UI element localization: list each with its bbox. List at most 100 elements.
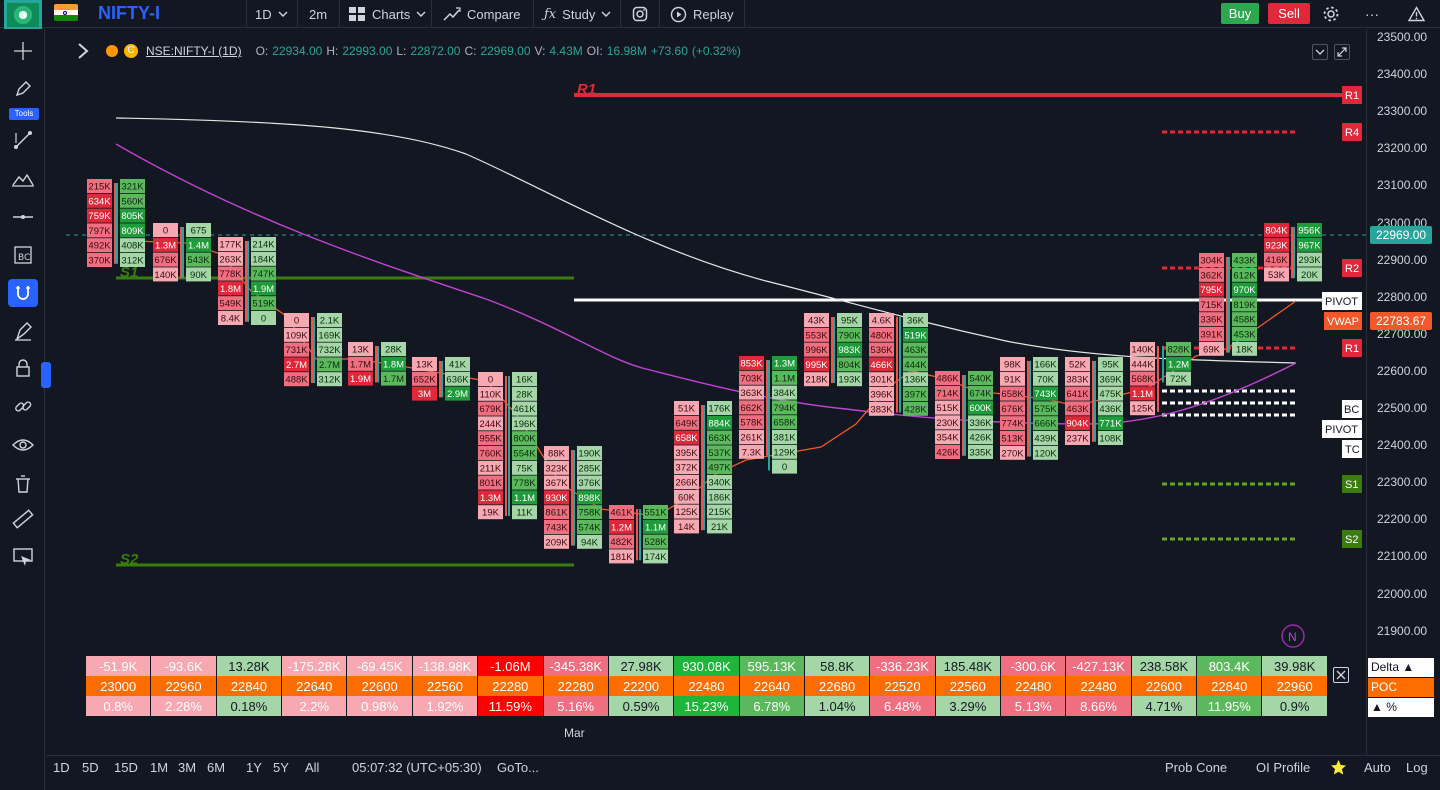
- link-tool[interactable]: [8, 393, 38, 421]
- replay-button[interactable]: Replay: [670, 0, 733, 28]
- footprint-cell-value: 795K: [1200, 285, 1223, 296]
- footprint-cell-value: 95K: [1102, 360, 1120, 371]
- lock-tool[interactable]: [8, 354, 38, 382]
- range-1d[interactable]: 1D: [53, 760, 70, 775]
- star-icon[interactable]: [1330, 759, 1347, 776]
- visibility-tool[interactable]: [8, 431, 38, 459]
- footprint-cell-value: 0: [488, 375, 493, 386]
- delta-row-label[interactable]: Delta ▲: [1368, 658, 1434, 677]
- footprint-cell: [903, 357, 928, 372]
- footprint-cell-value: 568K: [1131, 374, 1154, 385]
- footprint-cell: [186, 252, 211, 267]
- footprint-cell-value: 515K: [936, 403, 959, 414]
- chart-canvas[interactable]: 215K 634K 759K 797K 492K 370K 321K 560K 805K 809K…: [46, 29, 1366, 755]
- table-close-button[interactable]: [1333, 667, 1349, 683]
- goto-button[interactable]: GoTo...: [497, 760, 539, 775]
- range-all[interactable]: All: [305, 760, 320, 775]
- s2-badge: [1342, 530, 1362, 548]
- oi-label: OI:: [586, 44, 603, 58]
- footprint-cell-value: 1.8M: [383, 359, 404, 370]
- legend-collapse-icon[interactable]: [76, 42, 90, 60]
- alert-button[interactable]: [1408, 0, 1425, 28]
- clock-display[interactable]: 05:07:32 (UTC+05:30): [352, 760, 482, 775]
- footprint-cell: [968, 371, 993, 385]
- study-button[interactable]: ƒx Study: [544, 0, 611, 28]
- footprint-cell: [968, 400, 993, 415]
- footprint-cell: [87, 208, 112, 223]
- range-1y[interactable]: 1Y: [246, 760, 262, 775]
- trend-line-tool[interactable]: [8, 126, 38, 154]
- log-scale-button[interactable]: Log: [1406, 760, 1428, 775]
- brush-tool[interactable]: [8, 317, 38, 345]
- interval-selector[interactable]: 1D: [255, 0, 288, 28]
- crosshair-tool[interactable]: [8, 37, 38, 65]
- range-6m[interactable]: 6M: [207, 760, 226, 775]
- charts-button[interactable]: Charts: [348, 0, 426, 28]
- prob-cone-button[interactable]: Prob Cone: [1165, 760, 1228, 775]
- buy-button[interactable]: Buy: [1221, 3, 1259, 24]
- footprint-cell-value: 4.6K: [872, 316, 892, 327]
- app-logo[interactable]: [4, 0, 42, 30]
- poc-cell: 22200: [608, 676, 675, 696]
- footprint-cell: [674, 445, 699, 460]
- price-scale[interactable]: 23500.00 23400.00 23300.00 23200.00 23100.00…: [1366, 29, 1440, 755]
- footprint-cell: [412, 357, 437, 371]
- auto-scale-button[interactable]: Auto: [1364, 760, 1391, 775]
- pattern-tool[interactable]: [8, 165, 38, 193]
- range-3m[interactable]: 3M: [178, 760, 197, 775]
- footprint-cell: [512, 475, 537, 490]
- poc-row-label[interactable]: POC: [1368, 678, 1434, 697]
- news-marker-icon[interactable]: [1281, 624, 1305, 648]
- footprint-cell: [772, 385, 797, 400]
- legend-symbol[interactable]: NSE:NIFTY-I (1D): [146, 44, 242, 58]
- range-15d[interactable]: 15D: [114, 760, 138, 775]
- range-1m[interactable]: 1M: [150, 760, 169, 775]
- pen-tool[interactable]: [8, 75, 38, 103]
- instagram-button[interactable]: [632, 0, 648, 28]
- range-5y[interactable]: 5Y: [273, 760, 289, 775]
- footprint-cell-value: 1.2M: [1168, 359, 1189, 370]
- footprint-cell: [544, 460, 569, 475]
- range-5d[interactable]: 5D: [82, 760, 99, 775]
- footprint-cell-value: 634K: [88, 196, 111, 207]
- price-tick: 22900.00: [1377, 252, 1428, 267]
- footprint-cell: [674, 415, 699, 430]
- footprint-cell: [512, 446, 537, 460]
- footprint-cell-value: 543K: [187, 255, 210, 266]
- price-tick: 22300.00: [1377, 475, 1428, 490]
- footprint-cell: [186, 267, 211, 282]
- footprint-cell: [218, 266, 243, 281]
- footprint-cell: [317, 327, 342, 342]
- settings-button[interactable]: [1322, 0, 1340, 28]
- footprint-cell-value: 956K: [1298, 226, 1321, 237]
- pane-maximize-button[interactable]: [1334, 44, 1350, 60]
- ruler-tool[interactable]: [8, 505, 38, 533]
- chart-pane[interactable]: 215K 634K 759K 797K 492K 370K 321K 560K 805K 809K…: [41, 29, 1430, 755]
- left-panel-toggle[interactable]: [41, 362, 51, 388]
- more-button[interactable]: ···: [1365, 0, 1379, 28]
- footprint-cell-value: 19K: [482, 508, 500, 519]
- symbol-name[interactable]: NIFTY-I: [98, 3, 160, 23]
- pane-collapse-button[interactable]: [1312, 44, 1328, 60]
- screenshot-tool[interactable]: [8, 543, 38, 571]
- text-tool[interactable]: BC: [8, 241, 38, 269]
- pct-row-label[interactable]: ▲ %: [1368, 698, 1434, 717]
- lock-icon: [16, 359, 30, 377]
- delete-tool[interactable]: [8, 470, 38, 498]
- oi-profile-button[interactable]: OI Profile: [1256, 760, 1311, 775]
- magnet-tool[interactable]: [8, 279, 38, 307]
- footprint-cell-value: 335K: [969, 448, 992, 459]
- compare-button[interactable]: Compare: [443, 0, 520, 28]
- currency-coin-icon: C: [124, 44, 138, 58]
- footprint-cell-value: 230K: [936, 418, 959, 429]
- sell-button[interactable]: Sell: [1268, 3, 1310, 24]
- footprint-cell-value: 771K: [1099, 419, 1122, 430]
- interval-2m-button[interactable]: 2m: [309, 0, 327, 28]
- footprint-cell-value: 28K: [385, 345, 403, 356]
- footprint-cell: [968, 385, 993, 400]
- delta-cell: 185.48K: [935, 656, 1002, 676]
- price-tick: 23500.00: [1377, 30, 1428, 44]
- horizontal-line-tool[interactable]: [8, 203, 38, 231]
- r2-badge-label: R2: [1345, 263, 1359, 275]
- footprint-cell-value: 372K: [675, 463, 698, 474]
